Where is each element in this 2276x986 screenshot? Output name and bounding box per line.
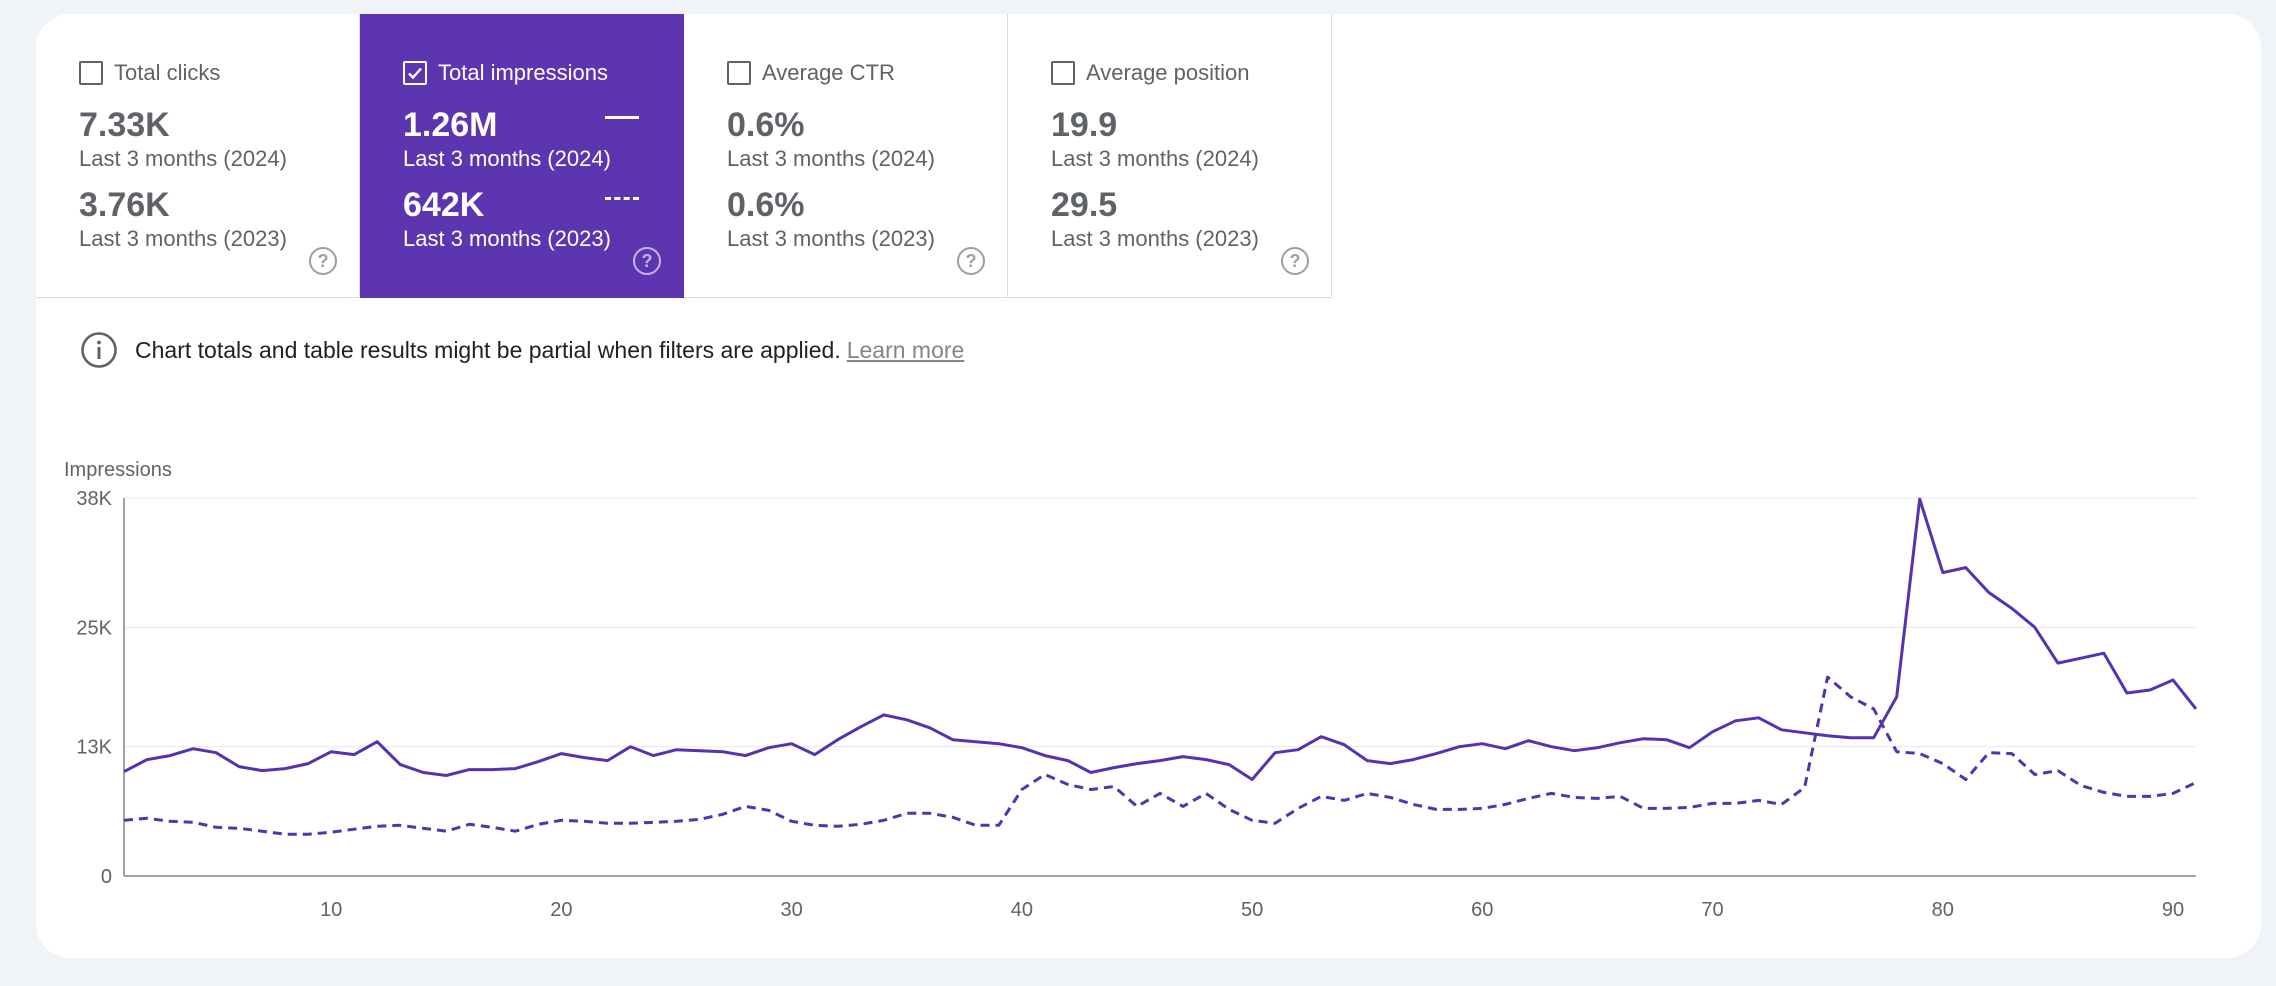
metric-current-value: 0.6% [727,106,805,144]
y-tick-label: 13K [76,737,112,759]
x-tick-label: 50 [1241,899,1263,921]
checkbox-unchecked[interactable] [727,61,751,85]
metric-current-period: Last 3 months (2024) [727,146,935,171]
checkbox-unchecked[interactable] [79,61,103,85]
x-tick-label: 30 [781,899,803,921]
y-tick-label: 0 [101,866,112,888]
x-tick-label: 20 [550,899,572,921]
series-line-2023 [123,675,2197,836]
performance-card: Total clicks 7.33K Last 3 months (2024) … [36,14,2261,958]
x-tick-label: 60 [1471,899,1493,921]
metric-previous-period: Last 3 months (2023) [79,226,287,251]
metric-previous-value: 29.5 [1051,186,1118,224]
metric-label: Total impressions [438,60,608,85]
help-icon[interactable]: ? [957,247,985,275]
y-tick-label: 25K [76,617,112,639]
metric-label: Average position [1086,60,1250,85]
metric-total-impressions[interactable]: Total impressions 1.26M Last 3 months (2… [360,14,684,298]
metric-current-period: Last 3 months (2024) [403,146,611,171]
metric-previous-value: 0.6% [727,186,805,224]
checkbox-unchecked[interactable] [1051,61,1075,85]
metric-average-ctr[interactable]: Average CTR 0.6% Last 3 months (2024) 0.… [684,14,1008,298]
legend-solid-line-icon [605,116,639,119]
checkbox-checked[interactable] [403,61,427,85]
metric-previous-period: Last 3 months (2023) [1051,226,1259,251]
x-tick-label: 80 [1932,899,1954,921]
x-tick-label: 10 [320,899,342,921]
metric-current-value: 7.33K [79,106,170,144]
metric-current-period: Last 3 months (2024) [79,146,287,171]
notice-text: Chart totals and table results might be … [135,336,841,363]
metric-current-period: Last 3 months (2024) [1051,146,1259,171]
metric-previous-value: 642K [403,186,485,224]
help-icon[interactable]: ? [1281,247,1309,275]
metric-tabs: Total clicks 7.33K Last 3 months (2024) … [36,14,1332,298]
metric-label: Average CTR [762,60,895,85]
legend-dashed-line-icon [605,197,639,200]
help-icon[interactable]: ? [633,247,661,275]
x-tick-label: 90 [2162,899,2184,921]
learn-more-link[interactable]: Learn more [846,336,965,363]
metric-previous-value: 3.76K [79,186,170,224]
x-tick-label: 70 [1701,899,1723,921]
filter-notice: Chart totals and table results might be … [80,330,964,370]
impressions-chart: Impressions 0 13K 25K 38K 10 20 30 40 50 60 70 80 90 [64,459,2198,921]
y-axis-title: Impressions [64,459,172,481]
help-icon[interactable]: ? [309,247,337,275]
metric-total-clicks[interactable]: Total clicks 7.33K Last 3 months (2024) … [36,14,360,298]
info-icon [81,332,117,368]
metric-average-position[interactable]: Average position 19.9 Last 3 months (202… [1008,14,1332,298]
metric-current-value: 19.9 [1051,106,1118,144]
metric-previous-period: Last 3 months (2023) [727,226,935,251]
series-line-2024 [123,497,2198,781]
y-tick-label: 38K [76,488,112,510]
checkmark-icon [408,67,422,80]
metric-label: Total clicks [114,60,221,85]
metric-previous-period: Last 3 months (2023) [403,226,611,251]
x-tick-label: 40 [1011,899,1033,921]
metric-current-value: 1.26M [403,106,498,144]
